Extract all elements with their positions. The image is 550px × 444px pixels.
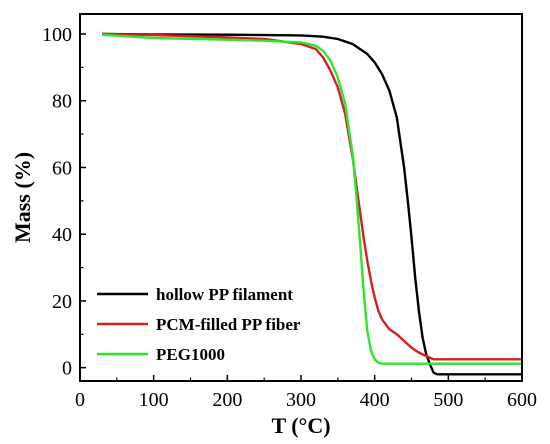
series-line-2: [102, 33, 522, 365]
x-axis-title: T (°C): [271, 413, 330, 438]
x-tick-label-5: 500: [433, 389, 463, 411]
series-layer: [102, 32, 522, 376]
x-tick-label-0: 0: [75, 389, 85, 411]
x-axis: 0 100 200 300 400 500 600: [75, 375, 537, 411]
y-axis: 0 20 40 60 80 100: [42, 24, 86, 380]
legend-label-0: hollow PP filament: [156, 285, 293, 304]
x-tick-label-6: 600: [507, 389, 537, 411]
series-line-1: [102, 32, 522, 361]
x-tick-label-4: 400: [360, 389, 390, 411]
y-tick-label-3: 60: [52, 157, 72, 179]
y-tick-label-4: 80: [52, 91, 72, 113]
x-tick-label-3: 300: [286, 389, 316, 411]
y-axis-title: Mass (%): [10, 152, 35, 243]
x-tick-label-2: 200: [212, 389, 242, 411]
series-line-0: [102, 32, 522, 376]
y-tick-label-1: 20: [52, 291, 72, 313]
y-tick-label-5: 100: [42, 24, 72, 46]
plot-frame: [79, 13, 523, 382]
legend: hollow PP filament PCM-filled PP fiber PEG…: [97, 285, 301, 364]
x-tick-label-1: 100: [139, 389, 169, 411]
y-tick-label-0: 0: [62, 358, 72, 380]
legend-label-2: PEG1000: [156, 345, 225, 364]
y-tick-label-2: 40: [52, 224, 72, 246]
legend-label-1: PCM-filled PP fiber: [156, 315, 301, 334]
